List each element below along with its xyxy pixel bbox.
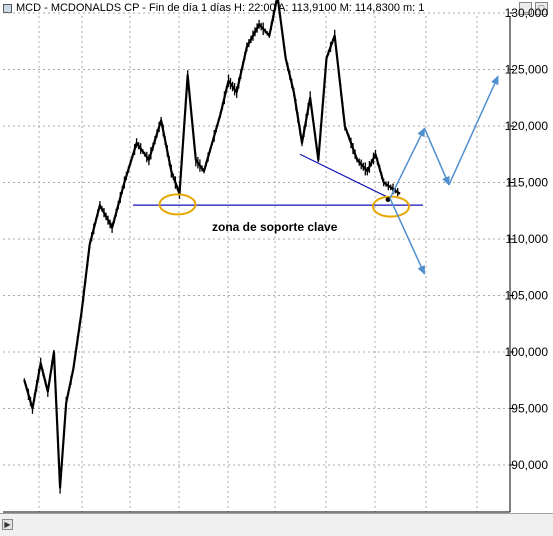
trend-line: [299, 153, 391, 199]
bullish-scenario-arrow: [448, 75, 499, 186]
y-tick-label: 115,000: [506, 176, 549, 190]
scenario-arrow-segment: [423, 128, 450, 186]
price-series-line: [23, 0, 401, 489]
y-tick-label: 120,000: [505, 119, 549, 133]
horizontal-scroll-bar[interactable]: ▶: [0, 513, 553, 536]
y-tick-label: 95,000: [511, 402, 548, 416]
window-title: MCD - MCDONALDS CP - Fin de día 1 días H…: [16, 2, 425, 14]
scroll-left-arrow-icon[interactable]: ▶: [2, 519, 13, 530]
window-title-bar: MCD - MCDONALDS CP - Fin de día 1 días H…: [0, 0, 520, 16]
maximize-icon[interactable]: □: [535, 2, 548, 15]
y-tick-label: 125,000: [505, 63, 549, 77]
y-tick-label: 130,000: [505, 6, 549, 20]
bearish-scenario-arrow: [389, 197, 426, 275]
y-tick-label: 105,000: [505, 289, 549, 303]
y-tick-label: 110,000: [506, 232, 549, 246]
support-circle: [158, 193, 197, 216]
scenario-arrow-segment: [389, 127, 426, 199]
support-zone-label: zona de soporte clave: [212, 220, 338, 234]
minimize-icon[interactable]: _: [519, 2, 532, 15]
y-tick-label: 90,000: [511, 458, 548, 472]
chart-window-icon: [3, 3, 12, 13]
y-tick-label: 100,000: [505, 345, 549, 359]
current-price-dot: [385, 197, 391, 203]
